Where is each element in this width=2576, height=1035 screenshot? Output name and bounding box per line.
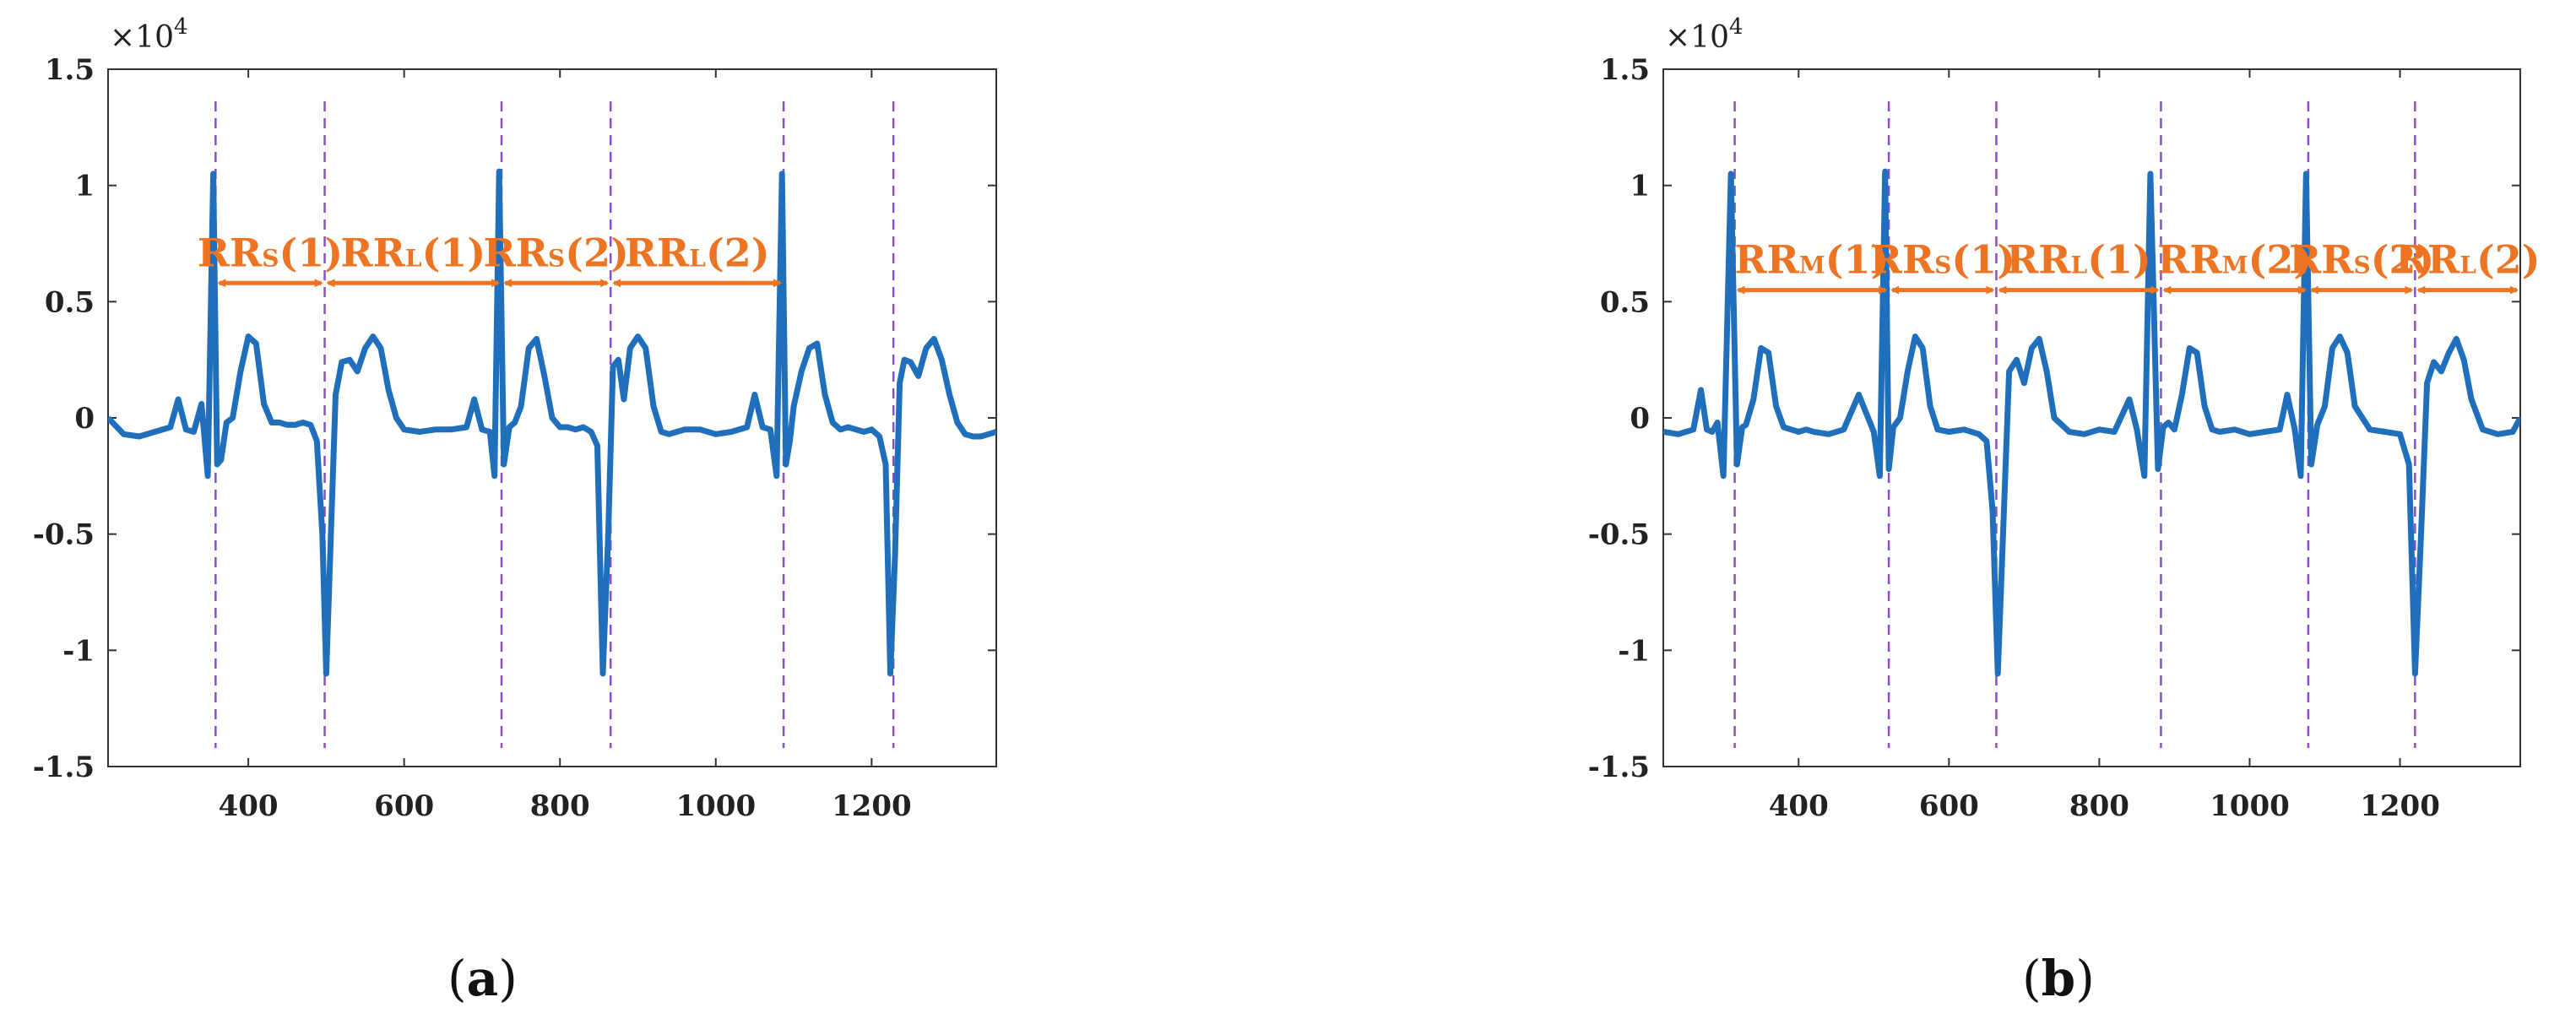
plot-frame xyxy=(1662,68,2521,767)
x-tick-label: 1200 xyxy=(832,789,912,823)
rr-label-sub: S xyxy=(548,244,565,272)
y-tick-label: -1 xyxy=(62,634,95,668)
caption-a-letter: a xyxy=(466,950,499,1007)
y-tick-label: 0 xyxy=(74,402,95,436)
rr-label-sub: M xyxy=(1799,252,1825,279)
rr-label-index: (1) xyxy=(1825,237,1890,283)
chart-panel-b: 1.5 1 0.5 0 -0.5 -1 -1.5 400 600 800 1000 1200 ×104 R… xyxy=(1588,14,2541,823)
rr-label-sub: L xyxy=(2071,252,2088,279)
x-tick-label: 800 xyxy=(2069,789,2129,823)
y-tick-label: 1 xyxy=(74,170,95,203)
ecg-series-line xyxy=(1663,168,2520,677)
x-tick-label: 1200 xyxy=(2360,789,2440,823)
rr-interval-label: RRL(2) xyxy=(2395,237,2541,283)
caption-b: (b) xyxy=(2022,950,2095,1007)
rr-label-base: RR xyxy=(2006,237,2071,283)
rr-interval-label: RRM(1) xyxy=(1734,237,1889,283)
caption-b-letter: b xyxy=(2041,950,2076,1007)
rr-label-base: RR xyxy=(483,230,548,275)
rr-label-sub: S xyxy=(2353,252,2370,279)
rr-label-sub: L xyxy=(2459,252,2476,279)
rr-label-base: RR xyxy=(2157,237,2222,283)
x-tick-label: 600 xyxy=(374,789,434,823)
rr-label-index: (2) xyxy=(565,230,629,275)
y-tick-label: -0.5 xyxy=(1588,518,1650,552)
rr-interval-label: RRM(2) xyxy=(2157,237,2312,283)
rr-interval-label: RRL(1) xyxy=(340,230,485,275)
rr-interval-label: RRL(1) xyxy=(2006,237,2151,283)
rr-label-index: (2) xyxy=(2371,237,2435,283)
x-tick-label: 600 xyxy=(1919,789,1979,823)
rr-label-sub: L xyxy=(405,244,422,272)
rr-label-sub: S xyxy=(1934,252,1951,279)
y-tick-label: -1 xyxy=(1618,634,1650,668)
y-exponent-power: 4 xyxy=(174,14,188,40)
rr-interval-label: RRS(2) xyxy=(483,230,628,275)
rr-label-index: (1) xyxy=(422,230,486,275)
chart-panel-a: 1.5 1 0.5 0 -0.5 -1 -1.5 400 600 800 1000 1200 ×104 R… xyxy=(33,14,997,823)
rr-label-index: (1) xyxy=(1951,237,2015,283)
y-tick-label: -1.5 xyxy=(1588,751,1650,784)
rr-label-base: RR xyxy=(625,230,690,275)
rr-label-base: RR xyxy=(198,230,263,275)
rr-interval-label: RRS(2) xyxy=(2289,237,2434,283)
y-exponent-label: ×104 xyxy=(1665,14,1744,55)
ecg-series-line xyxy=(108,168,996,677)
y-tick-label: 1.5 xyxy=(1600,53,1650,87)
x-tick-label: 800 xyxy=(530,789,590,823)
rr-interval-label: RRS(1) xyxy=(1870,237,2015,283)
caption-a: (a) xyxy=(447,950,518,1007)
y-exponent-power: 4 xyxy=(1729,14,1744,40)
rr-interval-label: RRL(2) xyxy=(625,230,770,275)
rr-label-index: (2) xyxy=(2476,237,2541,283)
y-tick-label: 1.5 xyxy=(45,53,95,87)
y-tick-label: 0.5 xyxy=(45,285,95,319)
y-tick-label: -0.5 xyxy=(33,518,95,552)
rr-label-index: (1) xyxy=(279,230,344,275)
rr-label-sub: S xyxy=(262,244,279,272)
rr-label-base: RR xyxy=(1734,237,1799,283)
y-tick-label: 1 xyxy=(1630,170,1650,203)
x-tick-label: 400 xyxy=(219,789,279,823)
rr-label-index: (1) xyxy=(2087,237,2151,283)
y-exponent-label: ×104 xyxy=(110,14,188,55)
x-tick-label: 1000 xyxy=(675,789,756,823)
rr-label-sub: L xyxy=(689,244,706,272)
rr-interval-label: RRS(1) xyxy=(198,230,343,275)
y-tick-label: 0.5 xyxy=(1600,285,1650,319)
rr-label-base: RR xyxy=(2395,237,2460,283)
rr-label-index: (2) xyxy=(2248,237,2313,283)
rr-label-base: RR xyxy=(2289,237,2354,283)
y-tick-label: 0 xyxy=(1630,402,1650,436)
rr-label-sub: M xyxy=(2222,252,2248,279)
rr-label-index: (2) xyxy=(706,230,770,275)
x-tick-label: 1000 xyxy=(2210,789,2290,823)
x-tick-label: 400 xyxy=(1769,789,1829,823)
y-tick-label: -1.5 xyxy=(33,751,95,784)
rr-label-base: RR xyxy=(1870,237,1935,283)
rr-label-base: RR xyxy=(340,230,405,275)
